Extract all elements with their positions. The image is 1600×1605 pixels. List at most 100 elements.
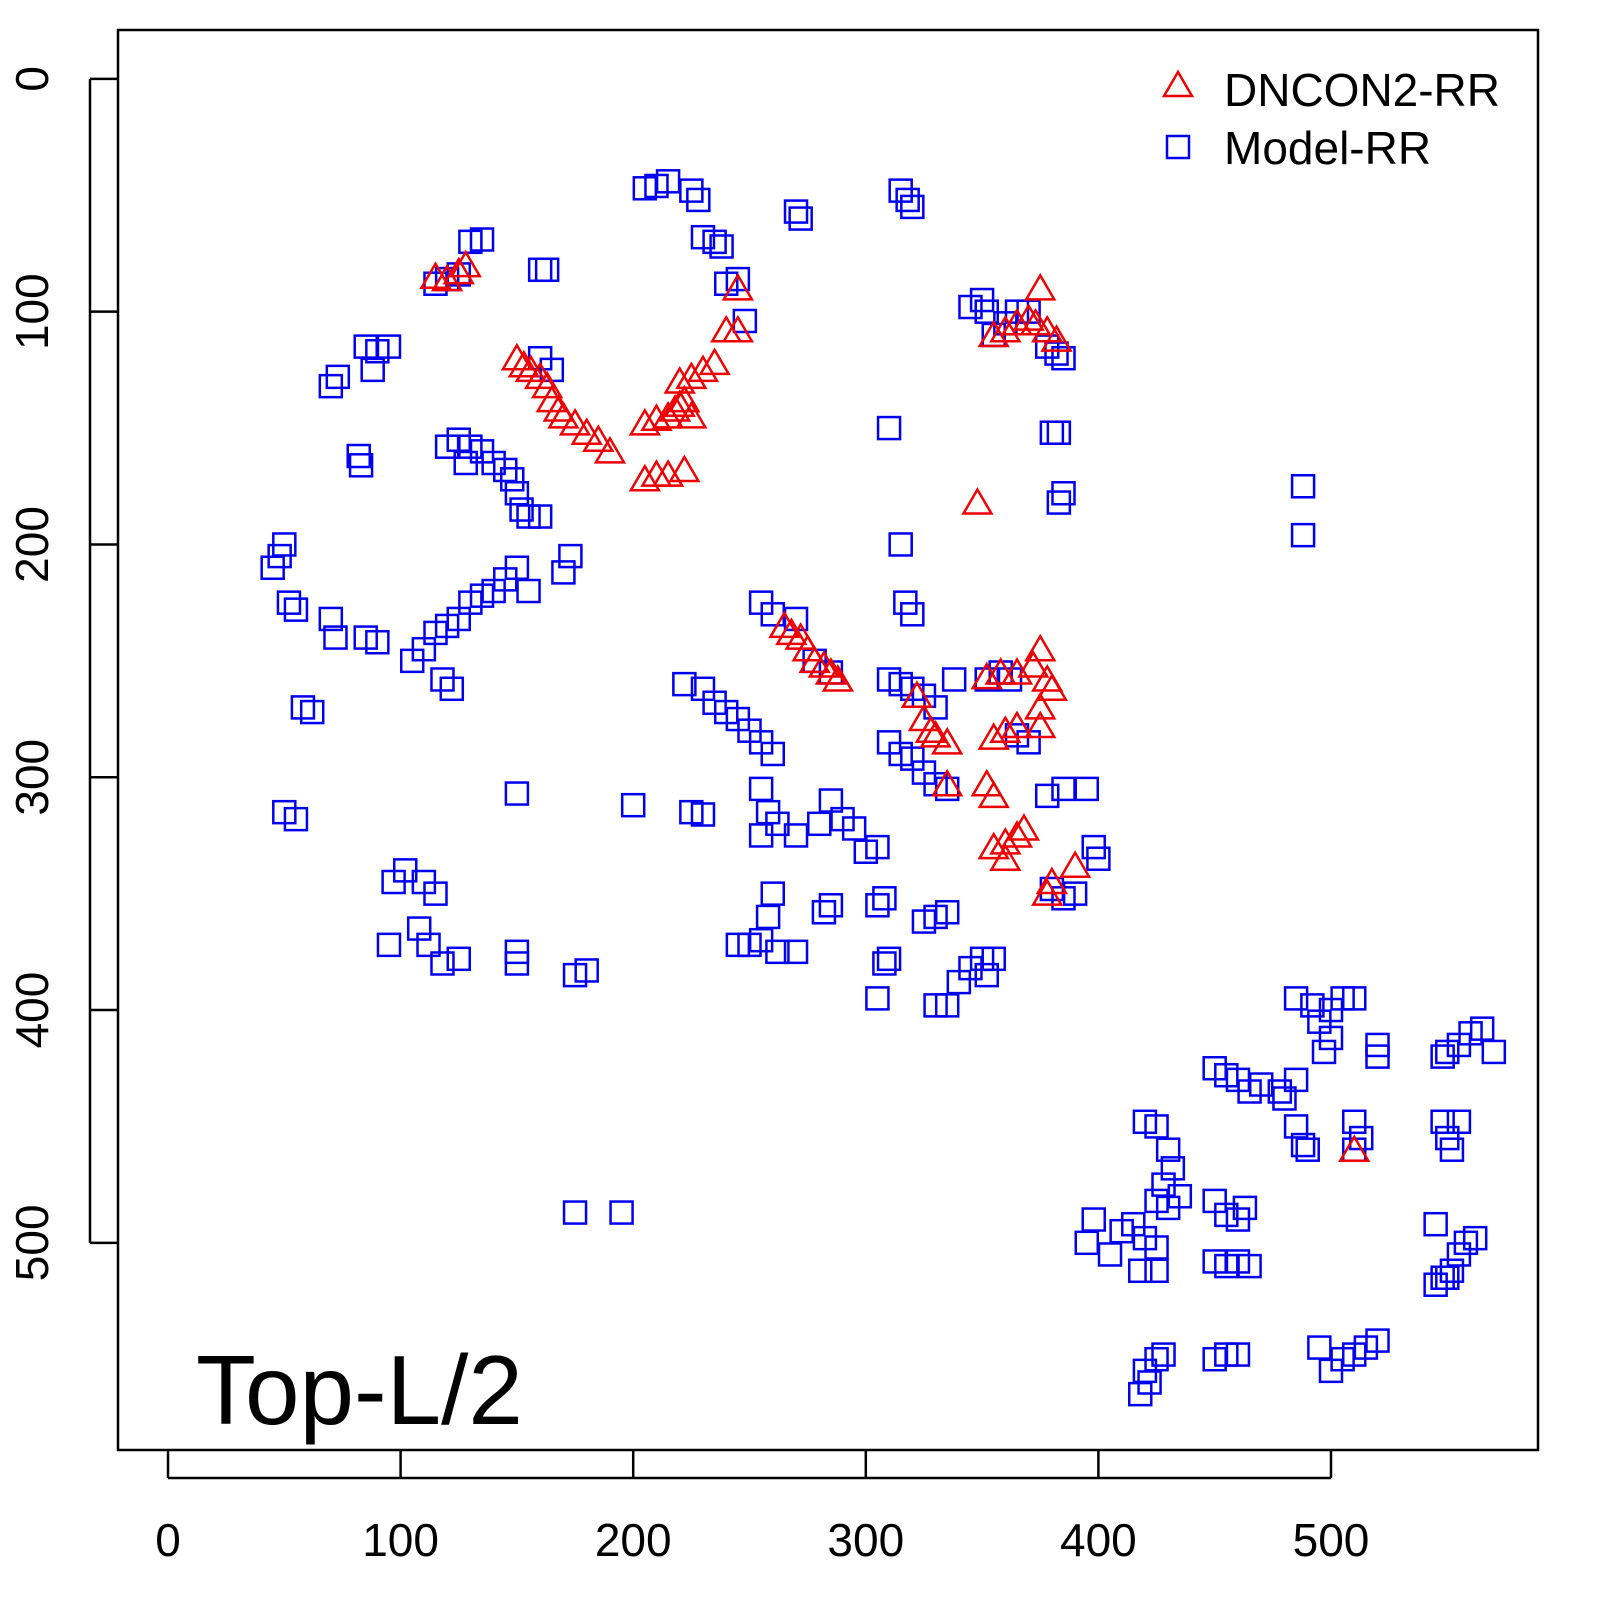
model-rr-point bbox=[1232, 1195, 1258, 1221]
model-rr-point bbox=[290, 695, 316, 720]
dncon2-rr-point bbox=[675, 400, 708, 429]
model-rr-point bbox=[818, 893, 844, 918]
model-rr-point bbox=[679, 178, 704, 203]
dncon2-rr-point bbox=[970, 661, 1003, 690]
x-axis: 0 100 200 300 400 500 bbox=[155, 1450, 1369, 1566]
model-rr-point bbox=[765, 939, 790, 965]
dncon2-rr-point bbox=[1007, 812, 1041, 841]
dncon2-rr-point bbox=[1035, 866, 1069, 895]
model-rr-point bbox=[1039, 420, 1065, 445]
model-rr-point bbox=[504, 555, 530, 580]
dncon2-rr-point bbox=[628, 407, 662, 436]
model-rr-point bbox=[1446, 1109, 1472, 1135]
x-tick-label: 500 bbox=[1293, 1514, 1370, 1566]
model-rr-point bbox=[318, 373, 344, 399]
model-rr-point bbox=[1318, 1025, 1344, 1051]
model-rr-point bbox=[981, 946, 1006, 972]
y-tick-label: 200 bbox=[6, 506, 58, 583]
model-rr-point bbox=[1462, 1225, 1488, 1251]
model-rr-point bbox=[318, 606, 344, 632]
model-rr-point bbox=[872, 886, 897, 911]
model-rr-point bbox=[509, 497, 534, 522]
dncon2-rr-point bbox=[507, 349, 541, 378]
dncon2-rr-point bbox=[814, 657, 848, 685]
model-rr-point bbox=[783, 939, 809, 965]
model-rr-point bbox=[504, 951, 530, 976]
dncon2-rr-point bbox=[570, 417, 603, 445]
model-rr-point bbox=[1439, 1258, 1465, 1284]
model-rr-point bbox=[469, 227, 495, 252]
model-rr-point bbox=[783, 199, 809, 224]
y-axis: 0 100 200 300 400 500 bbox=[6, 66, 118, 1281]
model-rr-point bbox=[500, 467, 525, 492]
dncon2-rr-point bbox=[931, 768, 964, 797]
dncon2-rr-point bbox=[675, 361, 708, 390]
model-rr-point bbox=[504, 480, 530, 506]
dncon2-rr-point bbox=[1000, 819, 1034, 848]
annotation-top-l2: Top-L/2 bbox=[196, 1335, 523, 1445]
dncon2-rr-point bbox=[798, 645, 831, 674]
model-rr-point bbox=[1128, 1258, 1153, 1284]
model-rr-point bbox=[1155, 1137, 1181, 1162]
model-rr-point bbox=[620, 792, 646, 818]
model-rr-point bbox=[1311, 1039, 1337, 1065]
dncon2-rr-point bbox=[500, 342, 534, 371]
model-rr-point bbox=[760, 881, 786, 906]
model-rr-point bbox=[272, 532, 297, 557]
model-rr-point bbox=[1046, 420, 1072, 445]
model-rr-point bbox=[1044, 341, 1069, 366]
model-rr-point bbox=[1237, 1253, 1262, 1279]
legend-triangle-icon bbox=[1161, 69, 1195, 98]
model-rr-point bbox=[1248, 1072, 1274, 1097]
dncon2-rr-point bbox=[1024, 633, 1057, 662]
model-rr-point bbox=[1225, 1342, 1251, 1367]
model-rr-point bbox=[1341, 1109, 1367, 1135]
dncon2-rr-point bbox=[449, 249, 482, 278]
model-rr-point bbox=[872, 951, 897, 976]
x-tick-label: 200 bbox=[595, 1514, 672, 1566]
model-rr-point bbox=[686, 187, 711, 213]
x-tick-label: 400 bbox=[1060, 1514, 1137, 1566]
model-rr-point bbox=[811, 900, 837, 925]
model-rr-point bbox=[406, 916, 432, 941]
x-tick-label: 300 bbox=[827, 1514, 904, 1566]
model-rr-point bbox=[1144, 1114, 1169, 1139]
legend-label-dncon2: DNCON2-RR bbox=[1224, 64, 1500, 116]
model-rr-point bbox=[876, 946, 902, 972]
model-rr-point bbox=[1430, 1109, 1455, 1135]
model-rr-point bbox=[1160, 1156, 1186, 1181]
model-rr-point bbox=[655, 169, 681, 194]
dncon2-rr-point bbox=[668, 454, 701, 483]
dncon2-rr-point bbox=[1000, 710, 1034, 739]
model-rr-point bbox=[788, 206, 813, 231]
dncon2-rr-point bbox=[442, 256, 475, 285]
dncon2-rr-point bbox=[523, 361, 557, 390]
dncon2-rr-point bbox=[1000, 657, 1034, 685]
model-rr-point bbox=[439, 676, 465, 702]
dncon2-rr-point bbox=[1035, 673, 1069, 702]
model-rr-point bbox=[1300, 993, 1325, 1018]
model-rr-point bbox=[1307, 1335, 1332, 1360]
model-rr-point bbox=[941, 667, 967, 692]
model-rr-point bbox=[558, 543, 583, 569]
model-rr-point bbox=[446, 946, 472, 972]
dncon2-rr-point bbox=[989, 715, 1022, 743]
model-rr-point bbox=[1272, 1086, 1297, 1111]
y-tick-label: 500 bbox=[6, 1204, 58, 1281]
dncon2-rr-point bbox=[663, 389, 696, 418]
model-rr-point bbox=[1151, 1342, 1176, 1367]
model-rr-point bbox=[755, 904, 781, 930]
model-rr-point bbox=[283, 597, 309, 622]
dncon2-rr-point bbox=[1040, 324, 1073, 352]
model-rr-point bbox=[1290, 474, 1316, 499]
model-rr-point bbox=[672, 671, 697, 697]
model-rr-point bbox=[702, 229, 727, 255]
model-rr-point bbox=[1423, 1211, 1448, 1237]
model-rr-point bbox=[1290, 1132, 1316, 1158]
dncon2-rr-point bbox=[658, 393, 692, 422]
dncon2-rr-point bbox=[977, 780, 1010, 809]
model-rr-point bbox=[1283, 1114, 1309, 1139]
model-rr-point bbox=[365, 629, 390, 655]
dncon2-rr-point bbox=[1017, 650, 1050, 678]
dncon2-rr-point bbox=[1012, 303, 1045, 331]
